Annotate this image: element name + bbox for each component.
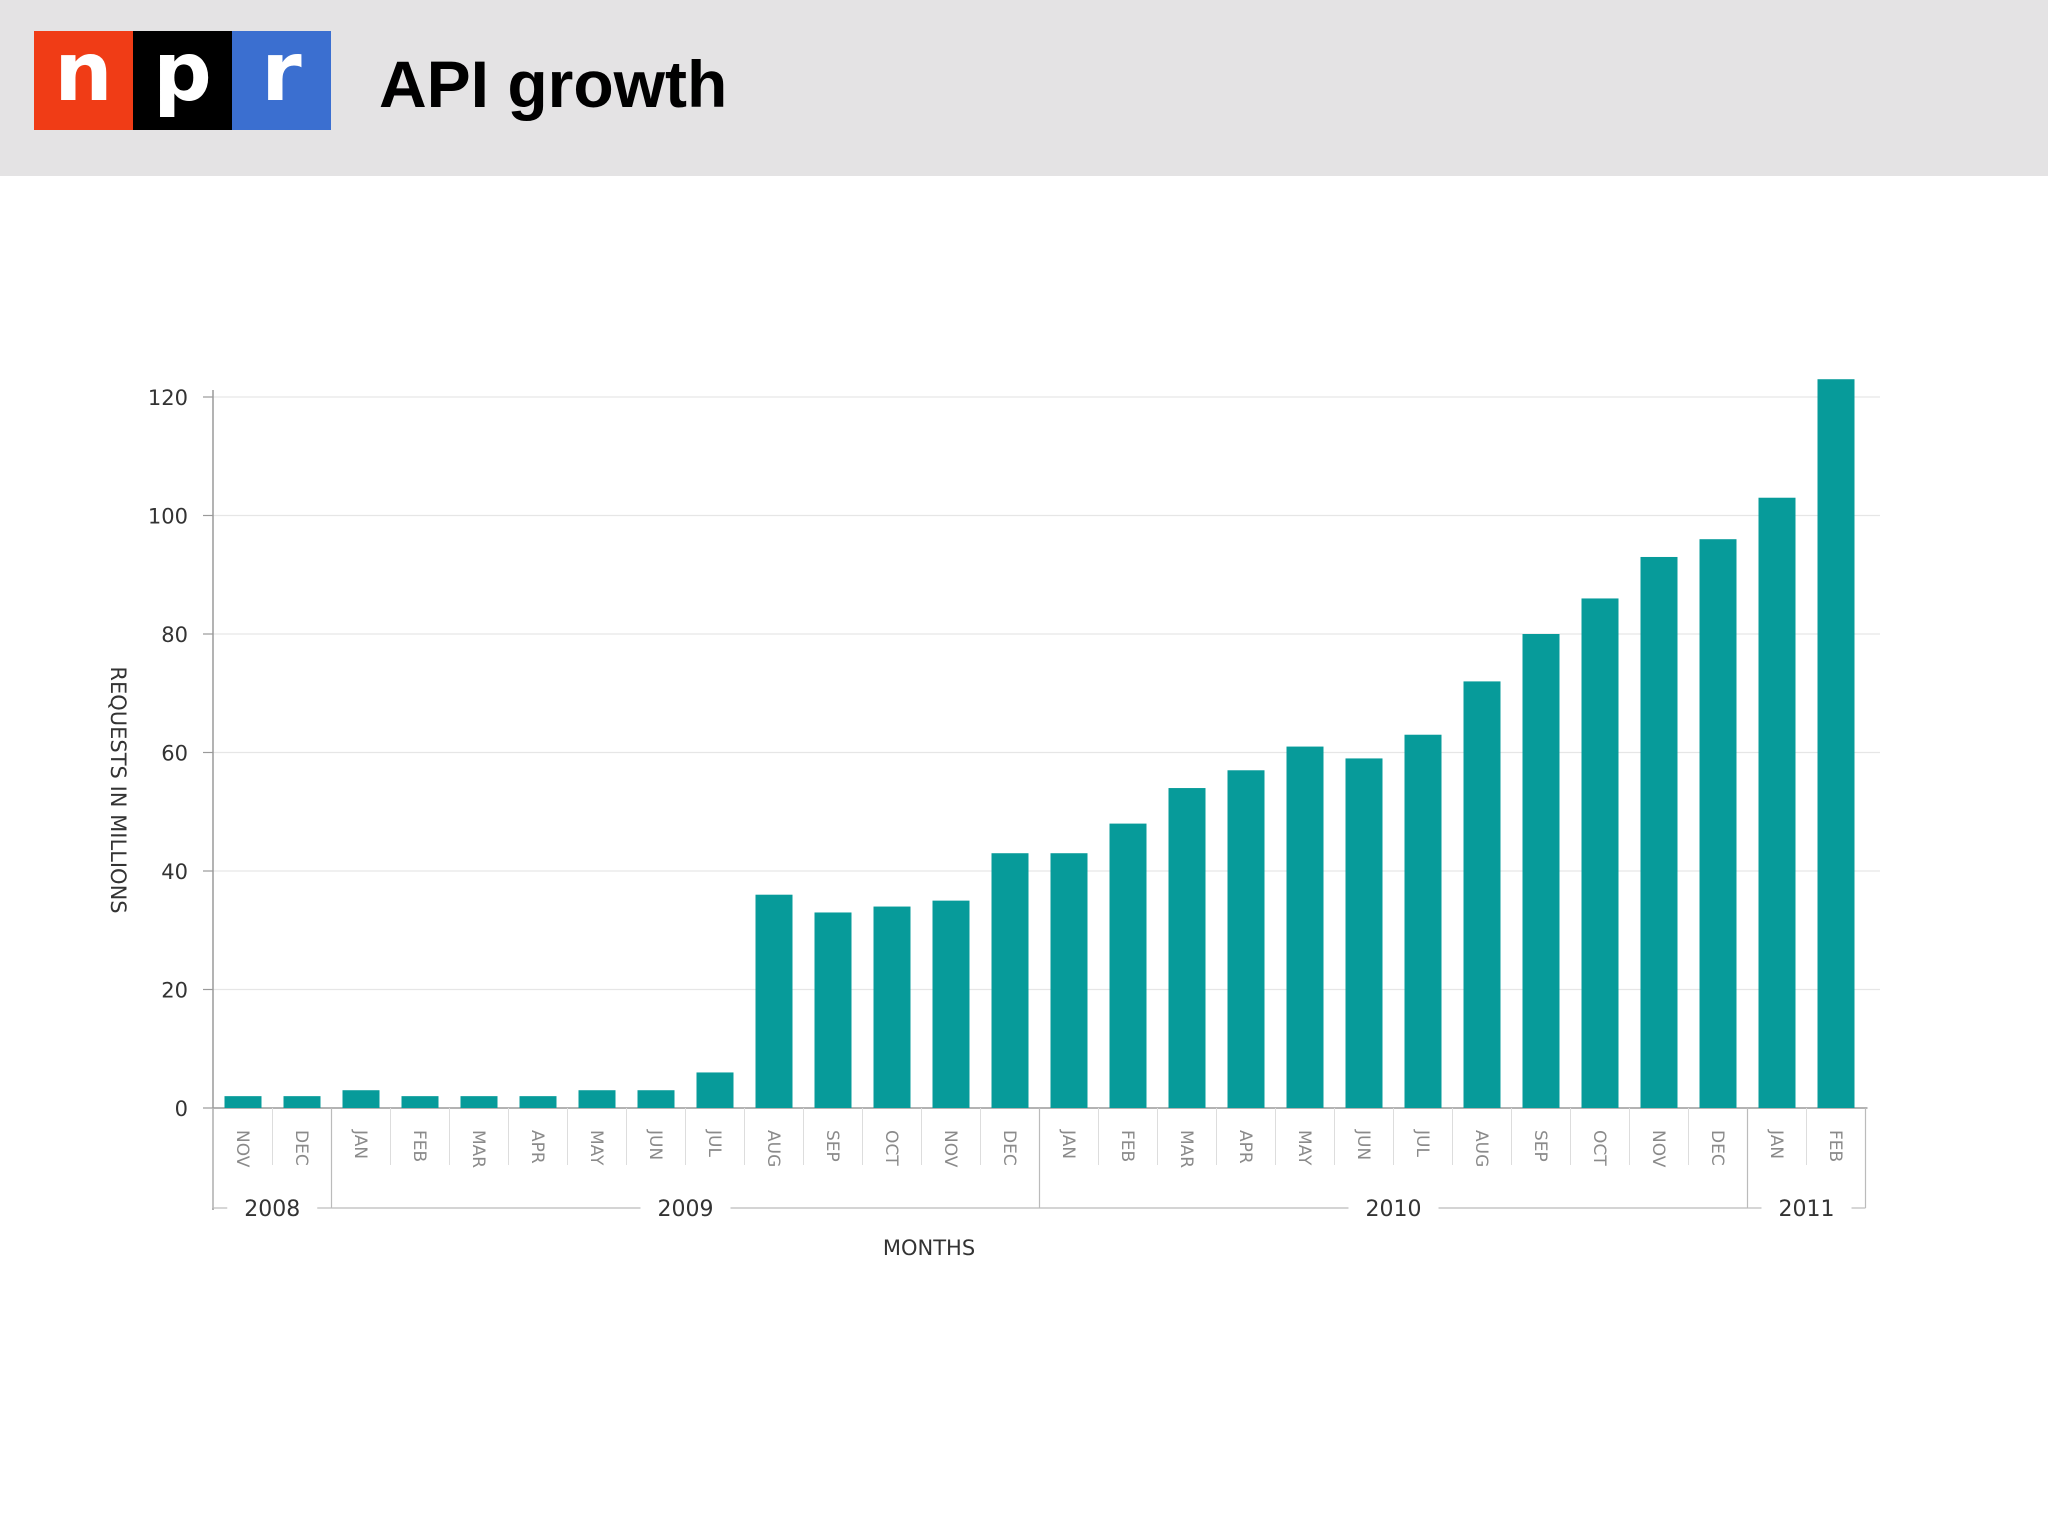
slide-header: n p r API growth bbox=[0, 0, 2048, 176]
year-label: 2008 bbox=[244, 1197, 300, 1222]
bar bbox=[1227, 770, 1265, 1108]
month-label: JAN bbox=[350, 1129, 370, 1159]
npr-logo-p: p bbox=[133, 31, 232, 130]
y-tick-label: 40 bbox=[161, 860, 188, 884]
month-label: APR bbox=[1235, 1130, 1255, 1164]
bar bbox=[991, 853, 1029, 1108]
npr-logo-r-letter: r bbox=[261, 24, 302, 120]
y-tick-label: 20 bbox=[161, 979, 188, 1003]
month-label: FEB bbox=[409, 1130, 429, 1162]
month-label: NOV bbox=[940, 1130, 960, 1168]
y-tick-label: 120 bbox=[148, 386, 188, 410]
month-label: JUN bbox=[645, 1129, 665, 1160]
bar bbox=[755, 894, 793, 1108]
bar bbox=[814, 912, 852, 1108]
year-groups: 2008 2009 2010 2011 bbox=[212, 1108, 1867, 1222]
month-label: SEP bbox=[1530, 1130, 1550, 1162]
bar bbox=[1699, 539, 1737, 1108]
npr-logo-r: r bbox=[232, 31, 331, 130]
bar bbox=[401, 1096, 439, 1108]
month-label: FEB bbox=[1825, 1130, 1845, 1162]
year-label: 2009 bbox=[658, 1197, 714, 1222]
bar bbox=[932, 900, 970, 1108]
bar bbox=[696, 1072, 734, 1108]
month-label: FEB bbox=[1117, 1130, 1137, 1162]
month-label: JAN bbox=[1766, 1129, 1786, 1159]
year-label: 2010 bbox=[1366, 1197, 1422, 1222]
bar bbox=[1109, 823, 1147, 1108]
bar bbox=[1817, 379, 1855, 1109]
month-label: NOV bbox=[1648, 1130, 1668, 1168]
y-tick-label: 60 bbox=[161, 742, 188, 766]
month-label: OCT bbox=[1589, 1130, 1609, 1166]
month-label: MAR bbox=[1176, 1130, 1196, 1168]
npr-logo-p-letter: p bbox=[153, 24, 212, 120]
bar bbox=[283, 1096, 321, 1108]
month-label: APR bbox=[527, 1130, 547, 1164]
y-axis-title: REQUESTS IN MILLIONS bbox=[106, 666, 130, 913]
month-label: DEC bbox=[291, 1130, 311, 1166]
grid-lines bbox=[213, 396, 1880, 991]
bar bbox=[342, 1090, 380, 1108]
month-label: OCT bbox=[881, 1130, 901, 1166]
bar bbox=[1050, 853, 1088, 1108]
bar bbox=[1345, 758, 1383, 1108]
bar bbox=[1463, 681, 1501, 1108]
bar bbox=[1168, 788, 1206, 1108]
month-label: DEC bbox=[999, 1130, 1019, 1166]
month-label: AUG bbox=[1471, 1130, 1491, 1167]
bar bbox=[1581, 598, 1619, 1108]
month-label: JUL bbox=[704, 1129, 724, 1157]
month-label: NOV bbox=[232, 1130, 252, 1168]
month-label: MAY bbox=[1294, 1130, 1314, 1166]
x-axis-title: MONTHS bbox=[883, 1236, 975, 1260]
bar bbox=[519, 1096, 557, 1108]
month-label: DEC bbox=[1707, 1130, 1727, 1166]
y-tick-label: 80 bbox=[161, 623, 188, 647]
month-label: AUG bbox=[763, 1130, 783, 1167]
month-label: MAY bbox=[586, 1130, 606, 1166]
y-tick-label: 0 bbox=[175, 1097, 188, 1121]
slide-title: API growth bbox=[379, 47, 728, 121]
npr-logo-n: n bbox=[34, 31, 133, 130]
npr-logo: n p r bbox=[34, 31, 331, 130]
bars bbox=[224, 379, 1855, 1109]
month-labels: NOV DEC JAN FEB MAR APR MAY JUN JUL AUG SEP OCT NOV D… bbox=[232, 1108, 1866, 1168]
bar bbox=[637, 1090, 675, 1108]
bar bbox=[224, 1096, 262, 1108]
bar bbox=[578, 1090, 616, 1108]
month-label: SEP bbox=[822, 1130, 842, 1162]
year-label: 2011 bbox=[1779, 1197, 1835, 1222]
month-label: MAR bbox=[468, 1130, 488, 1168]
bar bbox=[1640, 556, 1678, 1108]
bar bbox=[460, 1096, 498, 1108]
y-tick-label: 100 bbox=[148, 505, 188, 529]
bar bbox=[1522, 634, 1560, 1108]
bar bbox=[873, 906, 911, 1108]
month-label: JUN bbox=[1353, 1129, 1373, 1160]
month-label: JUL bbox=[1412, 1129, 1432, 1157]
bar bbox=[1758, 497, 1796, 1109]
bar bbox=[1404, 734, 1442, 1108]
month-label: JAN bbox=[1058, 1129, 1078, 1159]
bar bbox=[1286, 746, 1324, 1108]
npr-logo-n-letter: n bbox=[54, 24, 113, 120]
